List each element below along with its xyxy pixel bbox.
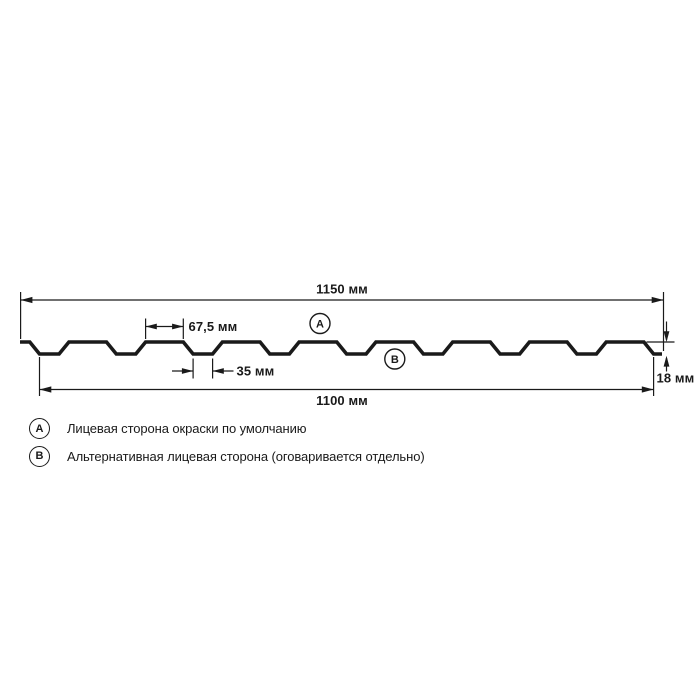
marker-b-circle xyxy=(384,348,406,370)
legend: A Лицевая сторона окраски по умолчанию B… xyxy=(29,418,425,473)
profile-height-label: 18 мм xyxy=(657,371,695,386)
dimension-working-width: 1100 мм xyxy=(38,357,655,408)
dimension-crest-width: 67,5 мм xyxy=(145,318,238,339)
dimension-full-width: 1150 мм xyxy=(20,282,665,351)
legend-item-a: A Лицевая сторона окраски по умолчанию xyxy=(29,418,425,439)
legend-text-b: Альтернативная лицевая сторона (оговарив… xyxy=(67,448,425,464)
marker-a-letter: A xyxy=(316,319,324,331)
profile-outline xyxy=(20,340,662,356)
legend-item-b: B Альтернативная лицевая сторона (оговар… xyxy=(29,445,425,467)
working-width-label: 1100 мм xyxy=(316,393,368,408)
legend-marker-a-badge: A xyxy=(29,418,50,439)
marker-b-letter: B xyxy=(391,354,399,366)
legend-marker-b-badge: B xyxy=(29,445,50,467)
crest-width-label: 67,5 мм xyxy=(189,319,238,334)
dimension-valley-width: 35 мм xyxy=(172,358,275,379)
marker-a: A xyxy=(309,312,331,335)
marker-a-circle xyxy=(309,312,331,335)
full-width-label: 1150 мм xyxy=(316,282,368,297)
marker-b: B xyxy=(384,348,406,370)
dimension-profile-height: 18 мм xyxy=(646,321,695,386)
valley-width-label: 35 мм xyxy=(237,364,275,379)
legend-text-a: Лицевая сторона окраски по умолчанию xyxy=(67,421,307,436)
